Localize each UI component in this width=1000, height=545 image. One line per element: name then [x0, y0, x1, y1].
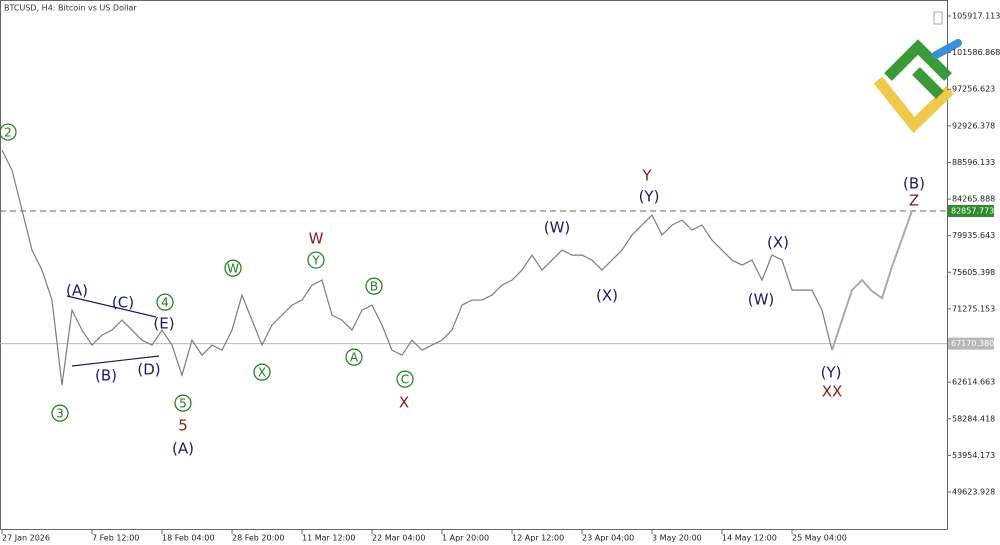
wave-circle	[0, 123, 17, 141]
price-line	[1, 149, 833, 386]
wave-label: 2	[4, 126, 12, 140]
wave-label: 3	[56, 407, 64, 421]
x-tick-label: 22 Mar 04:00	[372, 534, 425, 543]
wave-label: Z	[909, 192, 919, 210]
wave-label: 4	[161, 296, 169, 310]
triangle-line	[71, 355, 160, 367]
x-tick-label: 7 Feb 12:00	[92, 534, 139, 543]
y-tick-label: 62614.663	[952, 378, 995, 387]
wave-label: 5	[178, 417, 188, 435]
y-tick-label: 58284.418	[952, 414, 995, 423]
wave-label: (C)	[112, 294, 134, 312]
x-tick-label: 25 May 04:00	[792, 534, 847, 543]
scroll-button[interactable]	[933, 11, 943, 25]
wave-label: (A)	[66, 282, 88, 300]
level-box	[948, 204, 994, 217]
wave-label: 5	[179, 397, 187, 411]
x-tick-label: 12 Apr 12:00	[512, 534, 564, 543]
y-tick-label: 53954.173	[952, 451, 995, 460]
logo-part	[932, 39, 962, 59]
wave-circle	[253, 363, 271, 381]
wave-label: (A)	[172, 440, 194, 458]
logo	[873, 39, 962, 134]
x-tick-label: 23 Apr 04:00	[582, 534, 634, 543]
y-tick-label: 105917.113	[952, 12, 1000, 21]
logo-part	[873, 76, 954, 134]
wave-label: (W)	[544, 219, 571, 237]
chart-title: BTCUSD, H4: Bitcoin vs US Dollar	[4, 4, 137, 13]
x-tick-label: 27 Jan 2026	[2, 534, 50, 543]
wave-label: W	[227, 262, 239, 276]
wave-circle	[307, 251, 325, 269]
x-tick-label: 18 Feb 04:00	[162, 534, 214, 543]
wave-label: A	[350, 351, 359, 365]
wave-label: XX	[822, 383, 843, 401]
level-box	[948, 337, 994, 350]
wave-label: (W)	[748, 291, 775, 309]
y-tick-label: 75605.398	[952, 268, 995, 277]
wave-circle	[365, 277, 383, 295]
wave-label: (E)	[153, 315, 174, 333]
level-label: 67170.380	[951, 339, 994, 348]
y-tick-label: 92926.378	[952, 121, 995, 130]
price-line	[831, 210, 913, 351]
wave-label: X	[399, 394, 409, 412]
wave-label: (Y)	[639, 188, 660, 206]
y-tick-label: 97256.623	[952, 85, 995, 94]
wave-circle	[396, 370, 414, 388]
y-tick-label: 49623.928	[952, 487, 995, 496]
logo-part	[884, 39, 952, 99]
wave-label: (D)	[137, 361, 160, 379]
level-label: 82857.773	[951, 206, 994, 215]
wave-label: X	[258, 366, 266, 380]
wave-label: (B)	[95, 367, 117, 385]
x-tick-label: 1 Apr 20:00	[442, 534, 489, 543]
wave-circle	[345, 348, 363, 366]
wave-label: B	[370, 280, 378, 294]
x-tick-label: 28 Feb 20:00	[232, 534, 284, 543]
wave-label: (X)	[596, 287, 618, 305]
triangle-line	[66, 295, 157, 318]
x-tick-label: 11 Mar 12:00	[302, 534, 355, 543]
wave-label: (X)	[767, 234, 789, 252]
wave-label: (Y)	[821, 364, 842, 382]
y-tick-label: 71275.153	[952, 304, 995, 313]
wave-label: (B)	[903, 175, 925, 193]
x-tick-label: 14 May 12:00	[722, 534, 777, 543]
x-tick-label: 3 May 20:00	[652, 534, 702, 543]
wave-label: Y	[311, 254, 320, 268]
y-tick-label: 79935.643	[952, 231, 995, 240]
y-tick-label: 84265.888	[952, 195, 995, 204]
y-tick-label: 101586.868	[952, 48, 1000, 57]
wave-circle	[224, 259, 242, 277]
wave-circle	[51, 404, 69, 422]
plot-frame	[0, 0, 948, 530]
wave-label: Y	[641, 167, 652, 185]
y-tick-label: 88596.133	[952, 158, 995, 167]
wave-circle	[156, 293, 174, 311]
wave-label: C	[401, 373, 409, 387]
wave-label: W	[309, 230, 324, 248]
wave-circle	[174, 394, 192, 412]
